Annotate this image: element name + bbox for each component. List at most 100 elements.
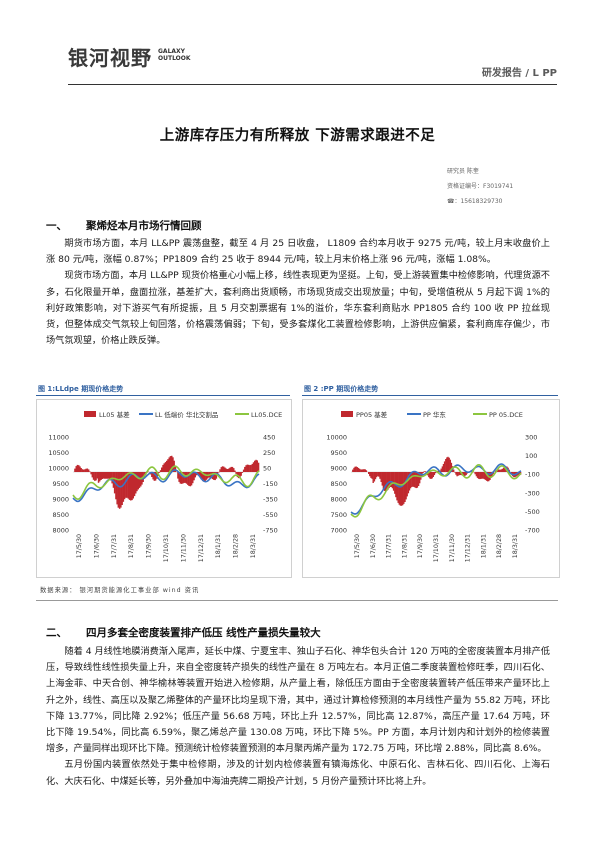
basis-bar bbox=[483, 472, 485, 480]
chart-2: PP05 基差 PP 华东 PP 05.DCE 10000 9500 9000 850… bbox=[326, 410, 539, 562]
logo: 银河视野 bbox=[68, 46, 152, 70]
researcher: 研究员 陈奎 bbox=[447, 168, 479, 175]
basis-bar bbox=[402, 472, 404, 506]
report-label: 研发报告 bbox=[481, 68, 522, 79]
data-source: 数据来源： 银河期货能源化工事业部 wind 资讯 bbox=[40, 587, 200, 594]
section-2-body: 随着 4 月线性地膜消费渐入尾声，延长中煤、宁夏宝丰、独山子石化、神华包头合计 … bbox=[46, 644, 550, 790]
basis-bar bbox=[245, 465, 247, 472]
basis-bar bbox=[106, 472, 108, 479]
basis-bar bbox=[203, 472, 205, 482]
basis-bar bbox=[443, 461, 446, 472]
basis-bar bbox=[215, 472, 218, 479]
basis-bar bbox=[94, 472, 96, 481]
basis-bar bbox=[415, 472, 417, 489]
basis-bar bbox=[158, 472, 161, 473]
basis-bar bbox=[74, 468, 76, 472]
basis-bar bbox=[448, 457, 450, 472]
basis-bar bbox=[497, 469, 499, 472]
basis-bar bbox=[89, 471, 91, 472]
basis-bar bbox=[414, 472, 416, 488]
basis-bar bbox=[386, 472, 388, 491]
chart-1-caption-rule bbox=[36, 395, 290, 396]
legend-spot-label: PP 华东 bbox=[423, 410, 446, 419]
basis-bar bbox=[166, 460, 168, 472]
basis-bar bbox=[109, 472, 111, 480]
basis-bar bbox=[412, 472, 414, 487]
basis-bar bbox=[356, 467, 359, 472]
basis-bar bbox=[382, 472, 385, 489]
x-tick-label: 17/12/31 bbox=[465, 534, 472, 562]
basis-bar bbox=[153, 472, 156, 481]
basis-bar bbox=[233, 468, 235, 472]
basis-bar bbox=[354, 466, 356, 472]
basis-bar bbox=[123, 472, 126, 500]
basis-bar bbox=[456, 472, 458, 477]
basis-bar bbox=[115, 472, 117, 500]
basis-bar bbox=[485, 472, 488, 481]
basis-bar bbox=[226, 469, 229, 472]
chart-2-frame: PP05 基差 PP 华东 PP 05.DCE 10000 9500 9000 850… bbox=[302, 399, 560, 578]
basis-bar bbox=[163, 463, 165, 472]
paragraph: 五月份国内装置依然处于集中检修期，涉及的计划内检修装置有镇海炼化、中原石化、吉林… bbox=[46, 759, 550, 787]
y-tick-label-left: 10000 bbox=[48, 465, 69, 473]
basis-bar bbox=[475, 472, 478, 477]
chart-2-legend: PP05 基差 PP 华东 PP 05.DCE bbox=[341, 410, 523, 419]
basis-bar bbox=[352, 469, 354, 472]
y-tick-label-left: 8500 bbox=[330, 480, 347, 488]
basis-bar bbox=[502, 467, 505, 472]
basis-bar bbox=[430, 472, 432, 479]
basis-bar bbox=[237, 472, 240, 479]
basis-bar bbox=[87, 469, 90, 472]
chart-2-spot-line bbox=[350, 463, 522, 515]
basis-bar bbox=[241, 472, 244, 473]
basis-bar bbox=[255, 459, 257, 472]
y-tick-label-right: 250 bbox=[263, 449, 275, 457]
chart-1: LL05 基差 LL 低端价 华北交割品 LL05.DCE 11000 10500… bbox=[48, 410, 282, 562]
basis-bar bbox=[504, 466, 506, 472]
basis-bar bbox=[458, 472, 461, 476]
basis-bar bbox=[167, 459, 169, 472]
basis-bar bbox=[476, 472, 479, 478]
basis-bar bbox=[256, 460, 258, 472]
basis-bar bbox=[228, 468, 230, 472]
report-type: 研发报告 / L PP bbox=[482, 64, 557, 79]
basis-bar bbox=[90, 472, 92, 475]
basis-bar bbox=[97, 472, 100, 483]
basis-bar bbox=[373, 472, 376, 482]
basis-bar bbox=[369, 472, 371, 477]
basis-bar bbox=[481, 472, 483, 479]
basis-bar bbox=[223, 466, 225, 472]
x-tick-label: 17/6/30 bbox=[370, 534, 377, 558]
basis-bar bbox=[389, 472, 391, 487]
basis-bar bbox=[218, 472, 220, 473]
section-2-number: 二、 bbox=[46, 627, 67, 639]
basis-bar bbox=[454, 472, 456, 473]
basis-bar bbox=[214, 472, 216, 481]
basis-bar bbox=[229, 467, 231, 472]
chart-1-frame: LL05 基差 LL 低端价 华北交割品 LL05.DCE 11000 10500… bbox=[36, 399, 292, 578]
phone-number: ☎：15618329730 bbox=[447, 198, 503, 205]
basis-bar bbox=[387, 472, 389, 490]
y-tick-label-left: 7000 bbox=[330, 527, 347, 535]
logo-en-outlook: OUTLOOK bbox=[158, 55, 191, 62]
x-tick-label: 18/1/31 bbox=[480, 534, 487, 558]
basis-bar bbox=[121, 472, 123, 505]
basis-bar bbox=[162, 464, 164, 472]
basis-bar bbox=[76, 464, 79, 472]
basis-bar bbox=[122, 472, 125, 502]
basis-bar bbox=[131, 472, 133, 501]
chart-1-caption: 图 1:LLdpe 期现价格走势 bbox=[38, 385, 124, 393]
basis-bar bbox=[441, 466, 444, 472]
x-tick-label: 18/2/28 bbox=[496, 534, 503, 558]
x-tick-label: 18/3/31 bbox=[250, 534, 257, 558]
basis-bar bbox=[428, 472, 430, 478]
basis-bar bbox=[355, 466, 357, 472]
x-tick-label: 17/6/30 bbox=[93, 534, 100, 558]
basis-bar bbox=[240, 472, 242, 476]
basis-bar bbox=[239, 472, 241, 478]
basis-bar bbox=[79, 466, 81, 472]
basis-bar bbox=[518, 472, 521, 475]
basis-bar bbox=[204, 472, 206, 482]
y-tick-label-left: 10500 bbox=[48, 449, 69, 457]
basis-bar bbox=[202, 472, 204, 482]
